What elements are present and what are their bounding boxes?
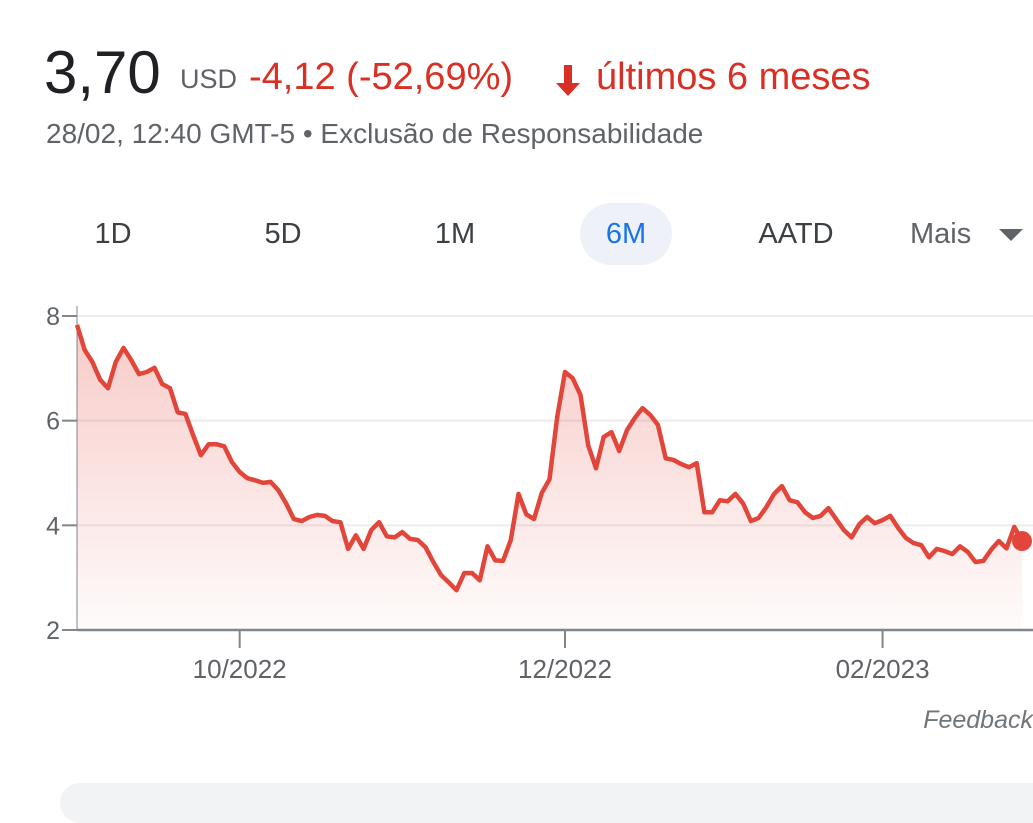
last-point: [1012, 531, 1032, 552]
range-button[interactable]: 1M: [434, 218, 476, 250]
range-button[interactable]: 6M: [580, 203, 672, 265]
price-change: -4,12 (-52,69%): [249, 56, 514, 98]
area: [77, 324, 1022, 630]
currency: USD: [180, 64, 238, 94]
chart: 2 4 6 8 10/2022 12/2022 02/2023: [46, 303, 1033, 684]
separator: •: [302, 118, 313, 149]
down-arrow-icon: [556, 65, 580, 96]
range-button[interactable]: AATD: [758, 218, 834, 250]
more-button[interactable]: Mais: [910, 203, 1025, 265]
x-tick-label: 10/2022: [193, 654, 287, 684]
y-tick-label: 8: [46, 303, 60, 331]
period: últimos 6 meses: [596, 56, 871, 98]
x-tick-label: 12/2022: [518, 654, 612, 684]
next-card: [60, 783, 1033, 823]
y-tick-label: 4: [46, 512, 60, 540]
timestamp: 28/02, 12:40 GMT-5: [46, 118, 296, 149]
disclaimer[interactable]: Exclusão de Responsabilidade: [320, 118, 704, 149]
range-button[interactable]: 1D: [94, 218, 132, 250]
body: 3,70 USD -4,12 (-52,69%) últimos 6 meses…: [44, 39, 1033, 823]
y-tick-label: 6: [46, 408, 60, 436]
price-line: [74, 324, 1024, 593]
more-label: Mais: [910, 218, 972, 250]
x-tick-label: 02/2023: [836, 654, 930, 684]
range-button[interactable]: 5D: [264, 218, 302, 250]
y-tick-label: 2: [46, 617, 60, 645]
timestamp-line: 28/02, 12:40 GMT-5 • Exclusão de Respons…: [46, 118, 703, 150]
feedback-link[interactable]: Feedback: [923, 706, 1033, 734]
dropdown-icon: [999, 229, 1024, 242]
page: {"header": {"price": "3,70", "currency":…: [44, 39, 1033, 823]
price: 3,70: [44, 39, 161, 106]
